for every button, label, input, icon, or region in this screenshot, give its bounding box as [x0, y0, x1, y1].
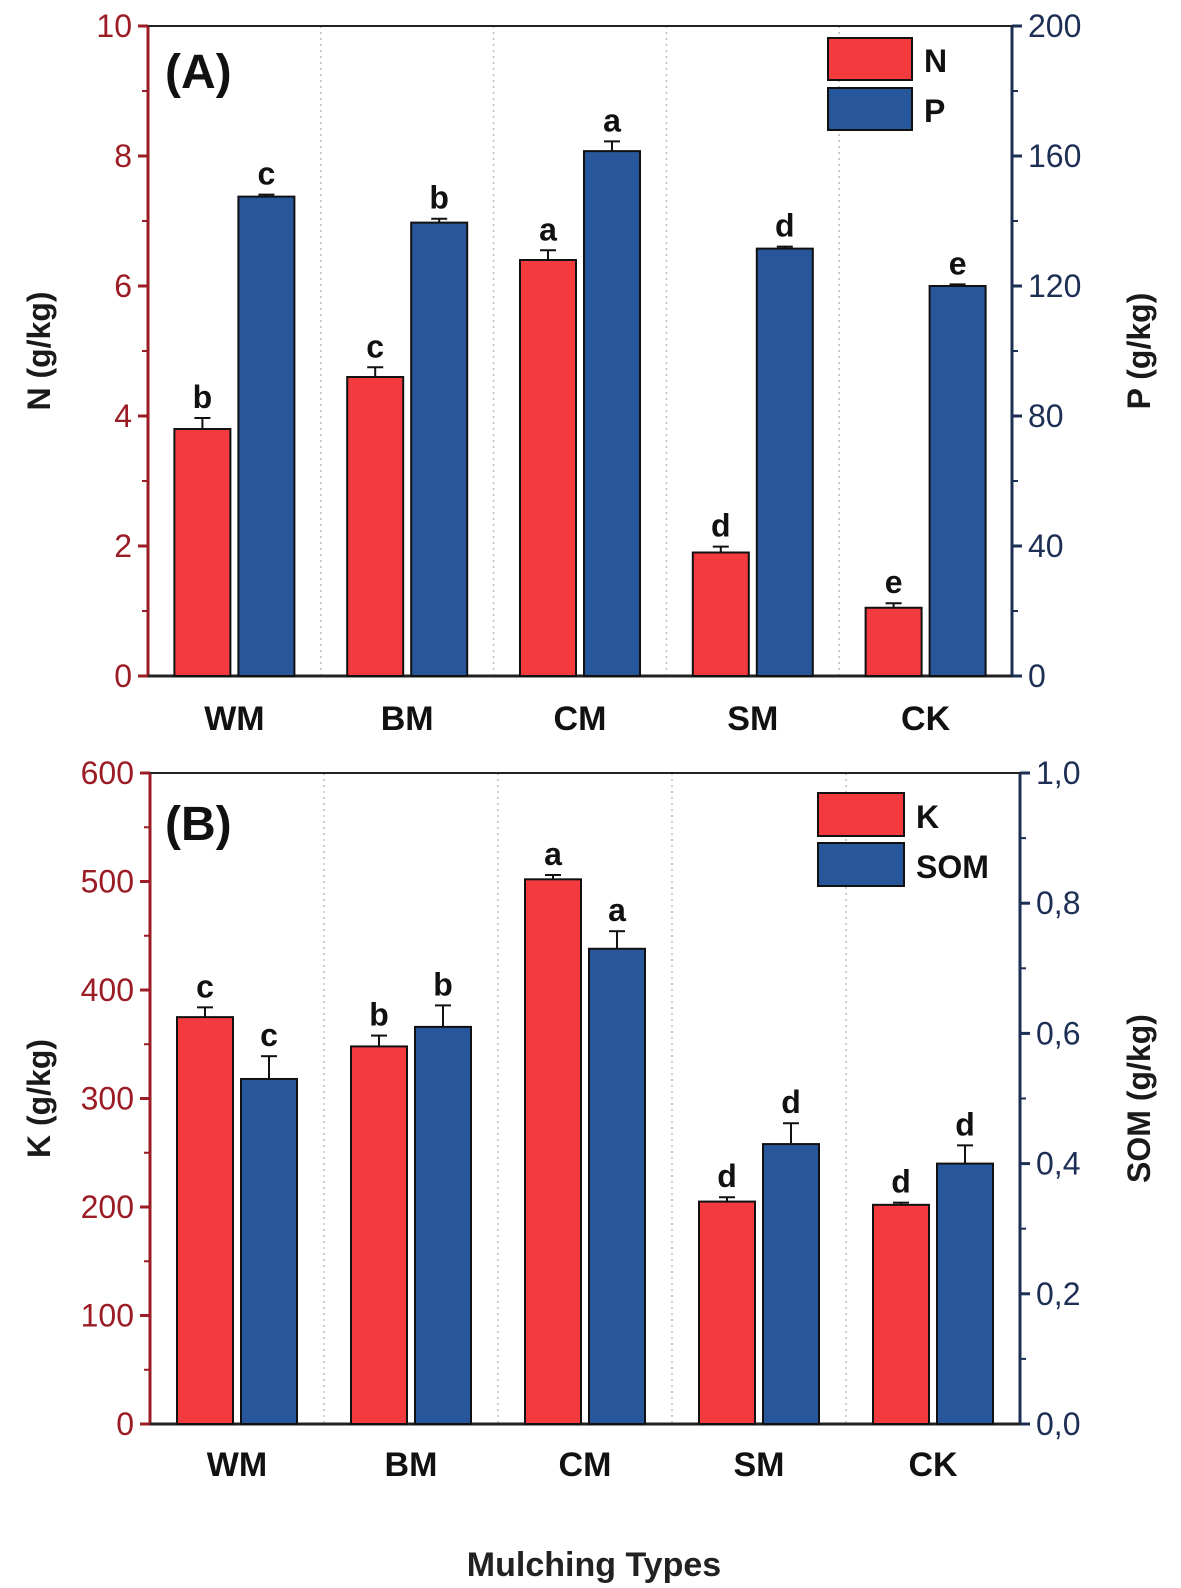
panel-b-category-label: WM: [207, 1446, 267, 1484]
panel-a-bar-p: [928, 285, 987, 677]
panel-b-left-tick-label: 100: [81, 1298, 134, 1334]
panel-a-legend-label-p: P: [924, 93, 945, 129]
panel-a-right-tick-label: 160: [1028, 138, 1081, 174]
panel-a-category-label: SM: [727, 700, 778, 738]
panel-b-legend-label-k: K: [916, 799, 939, 835]
panel-b-right-tick-label: 0,2: [1036, 1276, 1080, 1312]
panel-b-left-axis-title: K (g/kg): [21, 1039, 57, 1158]
panel-a-right-tick-label: 120: [1028, 268, 1081, 304]
shared-x-axis-label: Mulching Types: [467, 1546, 721, 1584]
panel-a-bar-n: [173, 428, 232, 677]
panel-a-bar-p: [755, 247, 814, 677]
panel-b-significance-letter: b: [433, 966, 453, 1002]
panel-b-legend-swatch-k: [817, 792, 905, 837]
panel-a-legend-label-n: N: [924, 43, 947, 79]
panel-a-significance-letter: c: [366, 328, 384, 364]
panel-b-significance-letter: b: [369, 997, 389, 1033]
panel-b-right-tick-label: 1,0: [1036, 755, 1080, 791]
panel-a-bar-p: [410, 221, 469, 677]
panel-b-significance-letter: c: [260, 1017, 278, 1053]
panel-a-category-label: WM: [204, 700, 264, 738]
panel-b-bar-k: [176, 1016, 234, 1425]
panel-a-category-label: BM: [381, 700, 434, 738]
panel-b-category-label: CK: [908, 1446, 958, 1484]
panel-b-bar-k: [350, 1045, 408, 1426]
panel-b-right-axis-title: SOM (g/kg): [1121, 1014, 1157, 1183]
panel-a-bar-n: [519, 259, 577, 677]
panel-b-left-tick-label: 0: [116, 1406, 134, 1442]
panel-b-category-label: SM: [734, 1446, 785, 1484]
panel-a-significance-letter: e: [949, 245, 967, 281]
panel-a-left-tick-label: 10: [96, 8, 132, 44]
panel-b-left-tick-label: 600: [81, 755, 134, 791]
panel-b-left-tick-label: 400: [81, 972, 134, 1008]
panel-b-category-label: CM: [559, 1446, 612, 1484]
panel-a-legend-swatch-p: [827, 87, 913, 131]
panel-a-significance-letter: a: [603, 102, 621, 138]
panel-a: 0 2 4 6 8 10 0 40 80 120 160 200 N (g/kg) P (g/kg) b c W…: [21, 8, 1157, 738]
panel-a-significance-letter: a: [539, 211, 557, 247]
panel-b-significance-letter: d: [891, 1164, 911, 1200]
panel-b-bar-k: [698, 1200, 756, 1425]
panel-b-bar-k: [872, 1203, 930, 1425]
panel-b: 0 100 200 300 400 500 600 0,0 0,2 0,4 0,6 0,8 1,0 K (…: [21, 755, 1157, 1484]
panel-b-bar-som: [414, 1025, 472, 1425]
panel-b-panel-label: (B): [165, 798, 232, 851]
panel-b-bar-som: [762, 1143, 820, 1425]
panel-b-significance-letter: d: [955, 1106, 975, 1142]
panel-a-bar-p: [237, 195, 296, 677]
panel-a-category-label: CK: [901, 700, 951, 738]
panel-a-bar-n: [691, 551, 750, 677]
panel-b-bar-som: [240, 1077, 298, 1425]
panel-b-significance-letter: c: [196, 968, 214, 1004]
panel-b-significance-letter: d: [781, 1084, 801, 1120]
panel-a-significance-letter: d: [711, 508, 731, 544]
panel-b-left-tick-label: 300: [81, 1081, 134, 1117]
panel-a-left-tick-label: 4: [114, 398, 132, 434]
panel-b-right-tick-label: 0,0: [1036, 1406, 1080, 1442]
panel-b-right-tick-label: 0,8: [1036, 885, 1080, 921]
panel-b-category-label: BM: [385, 1446, 438, 1484]
panel-a-left-axis-title: N (g/kg): [21, 291, 57, 410]
panel-a-significance-letter: b: [193, 379, 213, 415]
panel-a-panel-label: (A): [165, 46, 232, 99]
panel-a-right-tick-label: 0: [1028, 658, 1046, 694]
panel-a-left-tick-label: 2: [114, 528, 132, 564]
panel-a-significance-letter: d: [775, 208, 795, 244]
panel-a-right-tick-label: 200: [1028, 8, 1081, 44]
panel-a-right-tick-label: 40: [1028, 528, 1064, 564]
panel-a-right-axis-title: P (g/kg): [1121, 293, 1157, 410]
panel-a-legend-swatch-n: [827, 37, 913, 81]
panel-b-bar-som: [936, 1162, 994, 1425]
panel-b-significance-letter: a: [608, 892, 626, 928]
panel-a-bar-p: [583, 150, 641, 677]
panel-a-category-label: CM: [554, 700, 607, 738]
panel-a-bar-n: [346, 376, 405, 677]
panel-a-significance-letter: e: [885, 564, 903, 600]
panel-b-significance-letter: d: [717, 1158, 737, 1194]
panel-b-bar-som: [588, 947, 646, 1426]
panel-a-significance-letter: b: [429, 180, 449, 216]
panel-a-left-tick-label: 8: [114, 138, 132, 174]
panel-a-left-tick-label: 6: [114, 268, 132, 304]
panel-b-legend-swatch-som: [817, 842, 905, 887]
panel-b-legend-label-som: SOM: [916, 849, 989, 885]
panel-a-right-tick-label: 80: [1028, 398, 1064, 434]
panel-b-left-tick-label: 200: [81, 1189, 134, 1225]
panel-a-bar-n: [864, 606, 923, 677]
panel-a-left-tick-label: 0: [114, 658, 132, 694]
panel-b-right-tick-label: 0,4: [1036, 1146, 1080, 1182]
panel-b-significance-letter: a: [544, 836, 562, 872]
panel-a-significance-letter: c: [258, 156, 276, 192]
panel-b-right-tick-label: 0,6: [1036, 1015, 1080, 1051]
panel-b-left-tick-label: 500: [81, 864, 134, 900]
panel-b-bar-k: [524, 878, 582, 1425]
